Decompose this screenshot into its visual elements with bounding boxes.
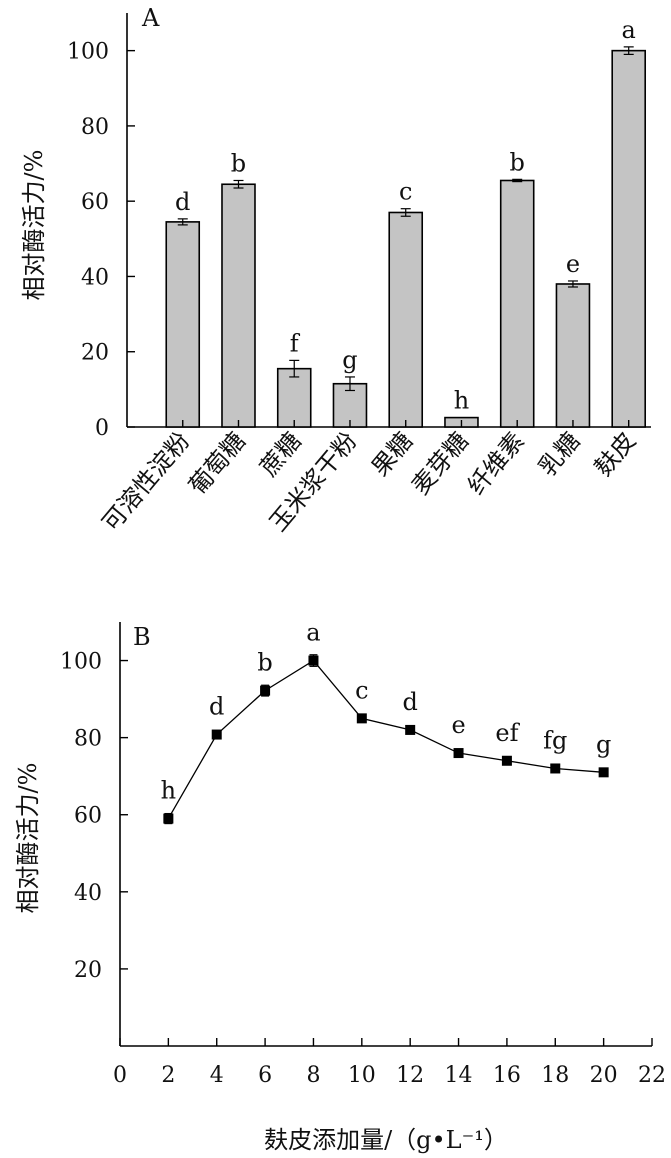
significance-label: c (355, 676, 368, 704)
y-tick-label: 0 (95, 416, 109, 441)
data-point (163, 813, 174, 824)
significance-label: c (399, 178, 412, 206)
x-tick-label: 18 (541, 1063, 569, 1088)
x-tick-label: 12 (396, 1063, 424, 1088)
data-point (550, 763, 561, 774)
bar (499, 179, 535, 428)
series-line (167, 659, 604, 819)
data-point (405, 724, 416, 735)
y-tick-label: 80 (81, 115, 109, 140)
y-tick-label: 80 (74, 727, 102, 752)
x-tick-label: 8 (306, 1063, 320, 1088)
bar (611, 49, 647, 428)
data-point (501, 755, 512, 766)
y-axis-title-b: 相对酶活力/% (14, 763, 42, 914)
x-category-label: 果糖 (366, 427, 418, 482)
significance-label: d (175, 188, 190, 216)
x-axis-title-b: 麸皮添加量/（g•L⁻¹） (264, 1126, 508, 1154)
x-tick-label: 20 (590, 1063, 618, 1088)
y-tick-label: 40 (74, 881, 102, 906)
x-tick-label: 16 (493, 1063, 521, 1088)
y-tick-label: 20 (81, 341, 109, 366)
x-tick-label: 14 (445, 1063, 473, 1088)
x-tick-label: 4 (210, 1063, 224, 1088)
x-category-label: 葡萄糖 (183, 427, 251, 500)
y-tick-label: 20 (74, 958, 102, 983)
data-point (356, 713, 367, 724)
data-point (598, 767, 609, 778)
significance-label: f (290, 329, 301, 357)
x-tick-label: 2 (161, 1063, 175, 1088)
y-tick-label: 40 (81, 265, 109, 290)
bar (388, 211, 424, 428)
x-tick-label: 6 (258, 1063, 272, 1088)
significance-label: e (451, 711, 465, 739)
significance-label: ef (495, 719, 520, 747)
x-category-label: 麦芽糖 (406, 427, 474, 500)
y-tick-label: 60 (74, 804, 102, 829)
significance-label: b (231, 149, 246, 177)
data-point (453, 748, 464, 759)
significance-label: fg (543, 726, 567, 754)
significance-label: h (454, 387, 469, 415)
data-point (308, 655, 319, 666)
x-category-label: 麸皮 (589, 427, 641, 482)
y-tick-label: 60 (81, 190, 109, 215)
panel-label-b: B (133, 623, 151, 651)
line-chart-panel-b: 20 40 60 80 100 0 2 4 6 8 10 12 14 16 18 20 22 B 相对酶活力/% 麸皮… (14, 619, 666, 1154)
y-axis-title-a: 相对酶活力/% (20, 150, 48, 301)
data-point (211, 729, 222, 740)
y-tick-label: 100 (67, 40, 109, 65)
significance-label: h (161, 777, 176, 805)
x-tick-label: 10 (348, 1063, 376, 1088)
y-tick-label: 100 (60, 650, 102, 675)
x-tick-label: 0 (113, 1063, 127, 1088)
x-category-label: 纤维素 (462, 427, 530, 500)
significance-label: d (209, 693, 224, 721)
x-category-label: 蔗糖 (255, 427, 307, 482)
x-tick-label: 22 (638, 1063, 666, 1088)
panel-label-a: A (141, 4, 160, 32)
significance-label: a (622, 16, 636, 44)
bar (555, 283, 591, 428)
bar (221, 183, 256, 428)
x-category-label: 可溶性淀粉 (97, 427, 196, 537)
significance-label: e (566, 250, 580, 278)
significance-label: g (342, 346, 357, 374)
significance-label: a (306, 619, 320, 647)
significance-label: g (596, 730, 611, 758)
bar (165, 221, 201, 428)
significance-label: d (402, 688, 417, 716)
significance-label: b (257, 649, 272, 677)
x-category-label: 乳糖 (533, 427, 585, 482)
data-point (260, 685, 271, 696)
significance-label: b (510, 148, 525, 176)
